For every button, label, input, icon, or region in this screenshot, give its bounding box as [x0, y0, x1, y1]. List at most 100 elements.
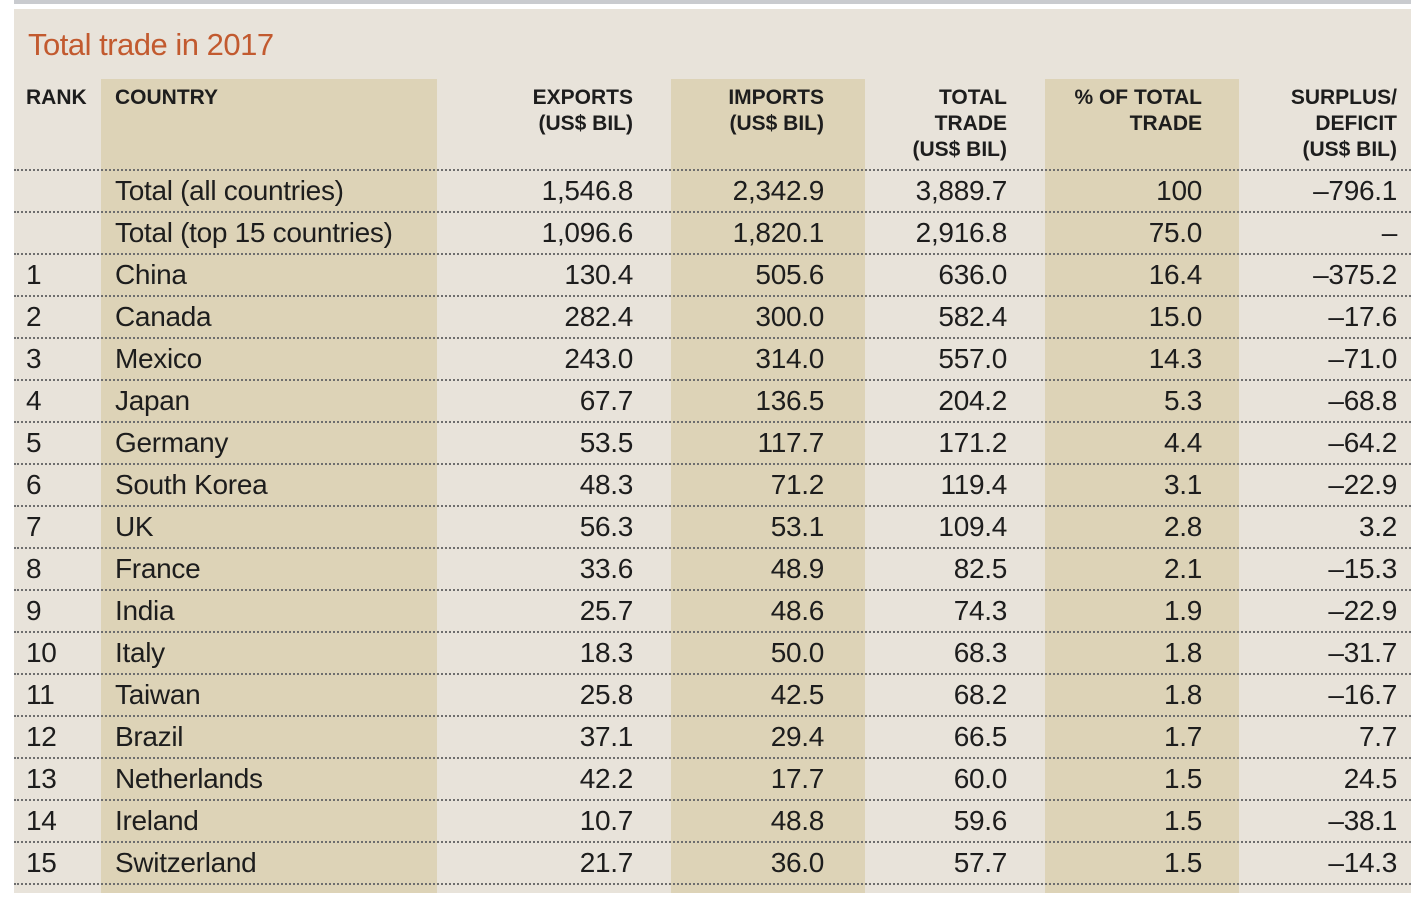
total-trade-cell: 68.3	[954, 632, 1007, 674]
rank-cell: 9	[26, 590, 41, 632]
total-trade-cell: 557.0	[938, 338, 1007, 380]
total-trade-cell: 66.5	[954, 716, 1007, 758]
table-row: 5 Germany 53.5 117.7 171.2 4.4 –64.2	[14, 422, 1411, 464]
exports-cell: 48.3	[580, 464, 633, 506]
share-cell: 4.4	[1164, 422, 1202, 464]
exports-cell: 56.3	[580, 506, 633, 548]
balance-cell: –22.9	[1328, 590, 1397, 632]
country-cell: Italy	[115, 632, 165, 674]
table-row: 10 Italy 18.3 50.0 68.3 1.8 –31.7	[14, 632, 1411, 674]
table-row: 7 UK 56.3 53.1 109.4 2.8 3.2	[14, 506, 1411, 548]
balance-cell: –15.3	[1328, 548, 1397, 590]
table-row: 11 Taiwan 25.8 42.5 68.2 1.8 –16.7	[14, 674, 1411, 716]
exports-cell: 130.4	[564, 254, 633, 296]
header-total-trade: TOTAL TRADE (US$ BIL)	[913, 85, 1008, 163]
balance-cell: –31.7	[1328, 632, 1397, 674]
row-separator	[14, 883, 1411, 885]
exports-cell: 1,096.6	[542, 212, 633, 254]
imports-cell: 1,820.1	[733, 212, 824, 254]
table-row: 8 France 33.6 48.9 82.5 2.1 –15.3	[14, 548, 1411, 590]
country-cell: Japan	[115, 380, 190, 422]
country-cell: Ireland	[115, 800, 199, 842]
total-trade-cell: 60.0	[954, 758, 1007, 800]
country-cell: Brazil	[115, 716, 183, 758]
imports-cell: 505.6	[755, 254, 824, 296]
share-cell: 3.1	[1164, 464, 1202, 506]
rank-cell: 5	[26, 422, 41, 464]
header-imports: IMPORTS (US$ BIL)	[728, 85, 824, 137]
total-trade-cell: 636.0	[938, 254, 1007, 296]
exports-cell: 53.5	[580, 422, 633, 464]
balance-cell: –16.7	[1328, 674, 1397, 716]
total-trade-cell: 82.5	[954, 548, 1007, 590]
balance-cell: –68.8	[1328, 380, 1397, 422]
imports-cell: 300.0	[755, 296, 824, 338]
total-trade-cell: 204.2	[938, 380, 1007, 422]
rank-cell: 13	[26, 758, 57, 800]
balance-cell: –796.1	[1313, 170, 1397, 212]
total-trade-cell: 119.4	[941, 464, 1008, 506]
table-row: 3 Mexico 243.0 314.0 557.0 14.3 –71.0	[14, 338, 1411, 380]
rank-cell: 14	[26, 800, 57, 842]
exports-cell: 243.0	[564, 338, 633, 380]
table-row: 13 Netherlands 42.2 17.7 60.0 1.5 24.5	[14, 758, 1411, 800]
exports-cell: 33.6	[580, 548, 633, 590]
table-row: 2 Canada 282.4 300.0 582.4 15.0 –17.6	[14, 296, 1411, 338]
total-trade-cell: 582.4	[938, 296, 1007, 338]
rank-cell: 6	[26, 464, 41, 506]
table-row: Total (all countries) 1,546.8 2,342.9 3,889…	[14, 170, 1411, 212]
country-cell: India	[115, 590, 174, 632]
exports-cell: 37.1	[580, 716, 633, 758]
rank-cell: 4	[26, 380, 41, 422]
rank-cell: 8	[26, 548, 41, 590]
country-cell: South Korea	[115, 464, 267, 506]
rank-cell: 7	[26, 506, 41, 548]
table-row: 4 Japan 67.7 136.5 204.2 5.3 –68.8	[14, 380, 1411, 422]
imports-cell: 48.9	[771, 548, 824, 590]
imports-cell: 117.7	[758, 422, 825, 464]
share-cell: 1.9	[1164, 590, 1202, 632]
share-cell: 100	[1156, 170, 1202, 212]
balance-cell: 7.7	[1359, 716, 1397, 758]
share-cell: 5.3	[1164, 380, 1202, 422]
total-trade-cell: 2,916.8	[916, 212, 1007, 254]
exports-cell: 42.2	[580, 758, 633, 800]
balance-cell: –64.2	[1328, 422, 1397, 464]
total-trade-cell: 74.3	[954, 590, 1007, 632]
rank-cell: 12	[26, 716, 57, 758]
country-cell: Mexico	[115, 338, 202, 380]
header-exports: EXPORTS (US$ BIL)	[533, 85, 633, 137]
exports-cell: 25.7	[580, 590, 633, 632]
exports-cell: 1,546.8	[542, 170, 633, 212]
imports-cell: 50.0	[771, 632, 824, 674]
table-row: 1 China 130.4 505.6 636.0 16.4 –375.2	[14, 254, 1411, 296]
total-trade-cell: 171.2	[938, 422, 1007, 464]
country-cell: France	[115, 548, 200, 590]
share-cell: 1.8	[1164, 674, 1202, 716]
header-rank: RANK	[26, 85, 87, 111]
share-cell: 1.5	[1164, 758, 1202, 800]
country-cell: Total (all countries)	[115, 170, 344, 212]
exports-cell: 10.7	[580, 800, 633, 842]
table-row: 6 South Korea 48.3 71.2 119.4 3.1 –22.9	[14, 464, 1411, 506]
share-cell: 16.4	[1149, 254, 1202, 296]
share-cell: 1.7	[1164, 716, 1202, 758]
share-cell: 1.8	[1164, 632, 1202, 674]
country-cell: Canada	[115, 296, 211, 338]
country-cell: Taiwan	[115, 674, 200, 716]
table-row: 12 Brazil 37.1 29.4 66.5 1.7 7.7	[14, 716, 1411, 758]
country-cell: Switzerland	[115, 842, 256, 884]
table-row: 15 Switzerland 21.7 36.0 57.7 1.5 –14.3	[14, 842, 1411, 884]
rank-cell: 2	[26, 296, 41, 338]
total-trade-cell: 3,889.7	[916, 170, 1007, 212]
balance-cell: –375.2	[1313, 254, 1397, 296]
exports-cell: 25.8	[580, 674, 633, 716]
imports-cell: 2,342.9	[733, 170, 824, 212]
header-surplus-deficit: SURPLUS/ DEFICIT (US$ BIL)	[1291, 85, 1397, 163]
country-cell: Germany	[115, 422, 228, 464]
total-trade-cell: 57.7	[954, 842, 1007, 884]
imports-cell: 53.1	[771, 506, 824, 548]
share-cell: 15.0	[1149, 296, 1202, 338]
country-cell: China	[115, 254, 187, 296]
rank-cell: 10	[26, 632, 57, 674]
